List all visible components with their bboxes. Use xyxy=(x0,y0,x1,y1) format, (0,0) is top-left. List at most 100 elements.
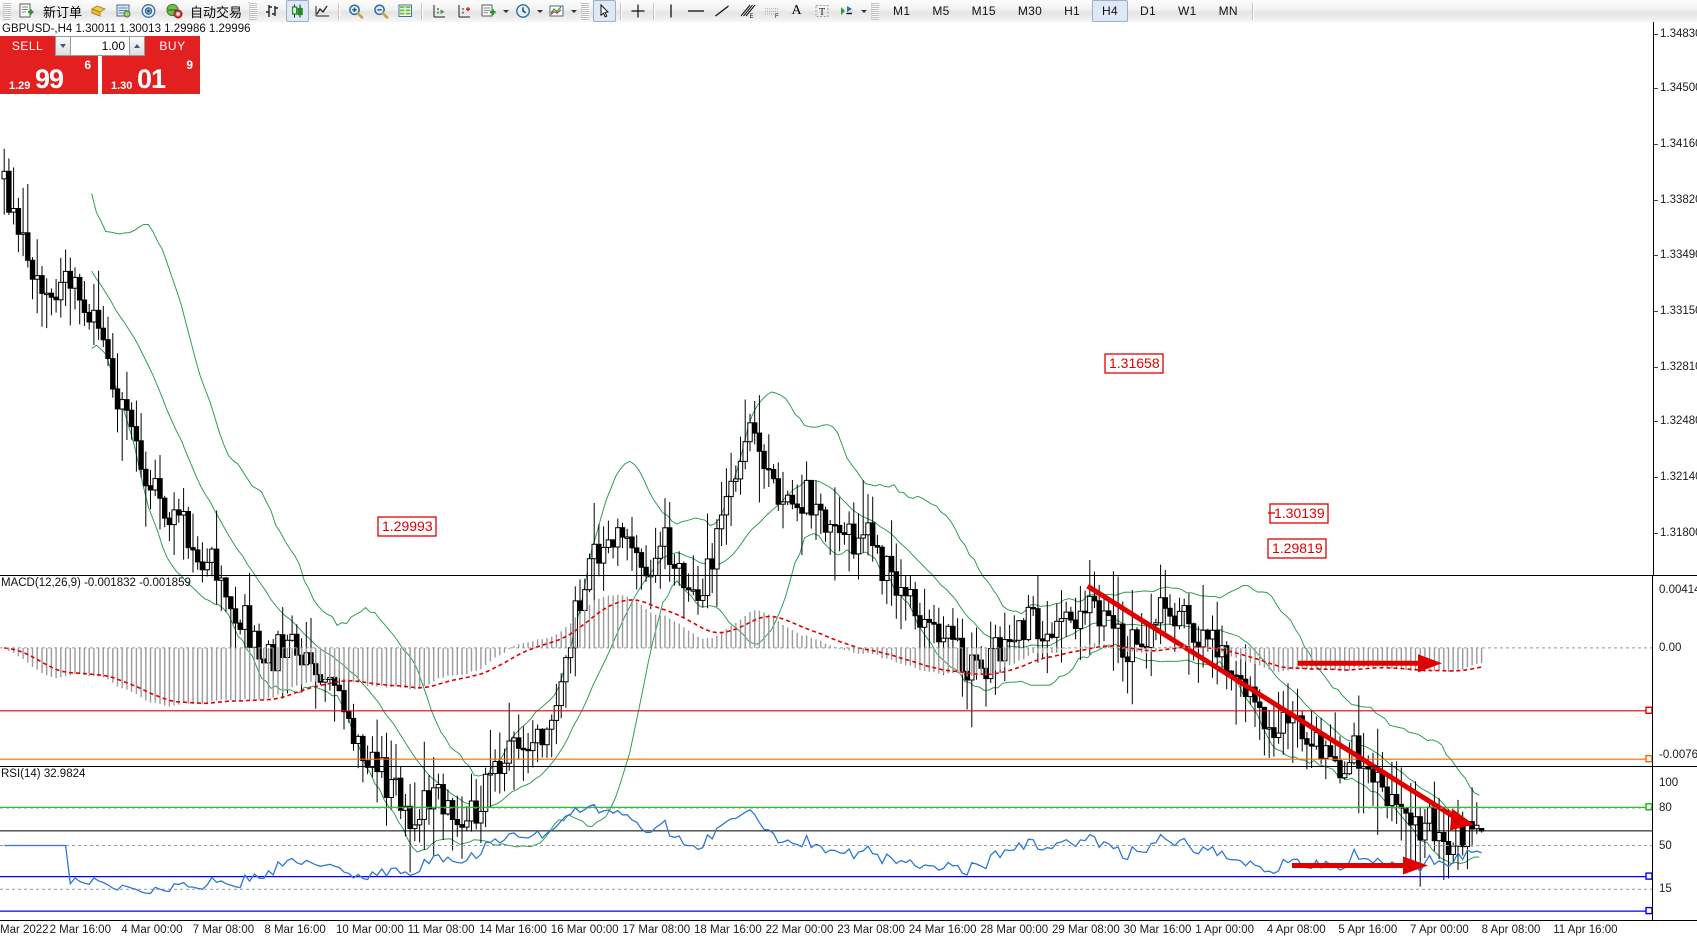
text-icon[interactable]: A xyxy=(791,3,802,18)
new-order-icon[interactable] xyxy=(15,0,38,22)
timeframe-w1[interactable]: W1 xyxy=(1177,4,1197,18)
toolbar-grip-2[interactable] xyxy=(249,2,258,20)
chart-window[interactable]: GBPUSD-,H4 1.30011 1.30013 1.29986 1.299… xyxy=(0,22,1697,941)
timeframe-m15[interactable]: M15 xyxy=(971,4,996,18)
timeframe-m5[interactable]: M5 xyxy=(932,4,950,18)
fibo-icon[interactable]: E xyxy=(735,0,758,22)
candlestick xyxy=(95,270,102,340)
candlestick xyxy=(794,484,800,522)
macd-plot xyxy=(0,576,1653,766)
chevron-down-icon-4[interactable] xyxy=(859,2,868,20)
label-1-30139[interactable]: 1.30139 xyxy=(1269,503,1329,524)
candlestick xyxy=(827,520,833,555)
price-divider xyxy=(98,56,102,94)
candlestick xyxy=(1299,711,1305,752)
price-tick-label: 1.33490 xyxy=(1660,248,1697,261)
candlestick xyxy=(1275,691,1282,744)
candlestick xyxy=(105,316,111,366)
time-tick-label: 4 Mar 00:00 xyxy=(121,924,183,936)
candlestick xyxy=(180,488,187,560)
auto-trading-icon[interactable] xyxy=(162,0,185,22)
candlestick xyxy=(1054,603,1060,653)
template-icon[interactable] xyxy=(87,0,110,22)
toolbar-grip[interactable] xyxy=(3,2,11,20)
label-1-29993[interactable]: 1.29993 xyxy=(377,516,437,537)
candlestick xyxy=(747,413,753,452)
timeframe-h1[interactable]: H1 xyxy=(1064,4,1081,18)
candlestick xyxy=(138,413,144,478)
sell-price-display[interactable]: 1.29 99 6 xyxy=(0,56,98,94)
crosshair-icon[interactable] xyxy=(626,0,649,22)
timeframe-m30[interactable]: M30 xyxy=(1017,4,1043,18)
candlestick xyxy=(81,281,88,326)
macd-trend-arrow-head xyxy=(1418,654,1442,673)
candlestick xyxy=(464,806,470,831)
time-tick-label: 18 Mar 16:00 xyxy=(694,924,762,936)
buy-price-display[interactable]: 1.30 01 9 xyxy=(102,56,200,94)
candlestick xyxy=(803,461,810,516)
auto-trading-label[interactable]: 自动交易 xyxy=(190,4,243,20)
bar-chart-icon[interactable] xyxy=(261,0,284,22)
label-1-29819[interactable]: 1.29819 xyxy=(1267,538,1327,559)
candlestick xyxy=(15,197,22,253)
vline-icon[interactable] xyxy=(659,0,682,22)
channel-icon[interactable]: F xyxy=(760,0,783,22)
candlestick xyxy=(695,565,701,615)
timeframe-h4[interactable]: H4 xyxy=(1092,0,1128,22)
buy-button[interactable]: BUY xyxy=(145,36,200,56)
trendline-icon[interactable] xyxy=(710,0,733,22)
candlestick-chart-icon[interactable] xyxy=(286,0,310,22)
indicators-icon[interactable] xyxy=(477,0,500,22)
zoom-in-icon[interactable] xyxy=(344,0,367,22)
period-icon[interactable] xyxy=(511,0,534,22)
candlestick xyxy=(657,531,663,589)
auto-scroll-icon[interactable] xyxy=(452,0,475,22)
candlestick xyxy=(785,490,791,505)
volume-decrease-button[interactable] xyxy=(55,36,71,56)
timeframe-mn[interactable]: MN xyxy=(1218,4,1238,18)
candlestick xyxy=(822,506,829,542)
toolbar-grip-4[interactable] xyxy=(871,2,880,20)
chevron-down-icon[interactable] xyxy=(501,2,510,20)
sell-button[interactable]: SELL xyxy=(0,36,55,56)
candlestick xyxy=(1261,706,1268,756)
timeframe-m1[interactable]: M1 xyxy=(893,4,911,18)
label-1-31658[interactable]: 1.31658 xyxy=(1104,353,1164,374)
candlestick xyxy=(638,548,645,590)
macd-subwindow[interactable]: MACD(12,26,9) -0.001832 -0.001859 0.0041… xyxy=(0,575,1697,766)
buy-price-point: 9 xyxy=(186,58,193,72)
data-window-icon[interactable] xyxy=(112,0,135,22)
label-icon[interactable]: T xyxy=(810,0,833,22)
one-click-trading-panel[interactable]: SELL 1.00 BUY 1.29 99 6 1.30 01 9 xyxy=(0,36,200,94)
time-tick-label: 8 Apr 08:00 xyxy=(1481,924,1541,936)
volume-input[interactable]: 1.00 xyxy=(71,36,129,56)
time-axis[interactable]: Mar 2022 2 Mar 16:00 4 Mar 00:00 7 Mar 08:0… xyxy=(0,920,1697,941)
symbol-header: GBPUSD-,H4 1.30011 1.30013 1.29986 1.299… xyxy=(2,23,251,35)
new-order-label[interactable]: 新订单 xyxy=(43,4,83,20)
shapes-icon[interactable] xyxy=(835,0,858,22)
candlestick xyxy=(737,436,744,495)
candlestick xyxy=(874,535,881,554)
templates-icon[interactable] xyxy=(545,0,568,22)
candlestick xyxy=(1450,842,1456,864)
candlestick xyxy=(700,578,706,608)
cursor-icon[interactable] xyxy=(593,0,617,22)
timeframe-d1[interactable]: D1 xyxy=(1140,4,1156,18)
candlestick xyxy=(143,451,149,527)
candlestick xyxy=(600,526,607,591)
shift-end-icon[interactable] xyxy=(427,0,450,22)
chevron-down-icon-3[interactable] xyxy=(569,2,578,20)
grid-icon[interactable] xyxy=(394,0,417,22)
line-chart-icon[interactable] xyxy=(311,0,334,22)
candlestick xyxy=(865,494,871,556)
volume-increase-button[interactable] xyxy=(129,36,145,56)
chevron-down-icon-2[interactable] xyxy=(535,2,544,20)
rsi-subwindow[interactable]: RSI(14) 32.9824 100 80 50 15 xyxy=(0,766,1697,921)
time-tick-label: 28 Mar 00:00 xyxy=(980,924,1049,936)
candlestick xyxy=(449,797,456,851)
zoom-out-icon[interactable] xyxy=(369,0,392,22)
hline-icon[interactable] xyxy=(684,0,708,22)
candlestick xyxy=(209,546,215,577)
toolbar-grip-3[interactable] xyxy=(581,2,590,20)
navigator-icon[interactable] xyxy=(137,0,160,22)
